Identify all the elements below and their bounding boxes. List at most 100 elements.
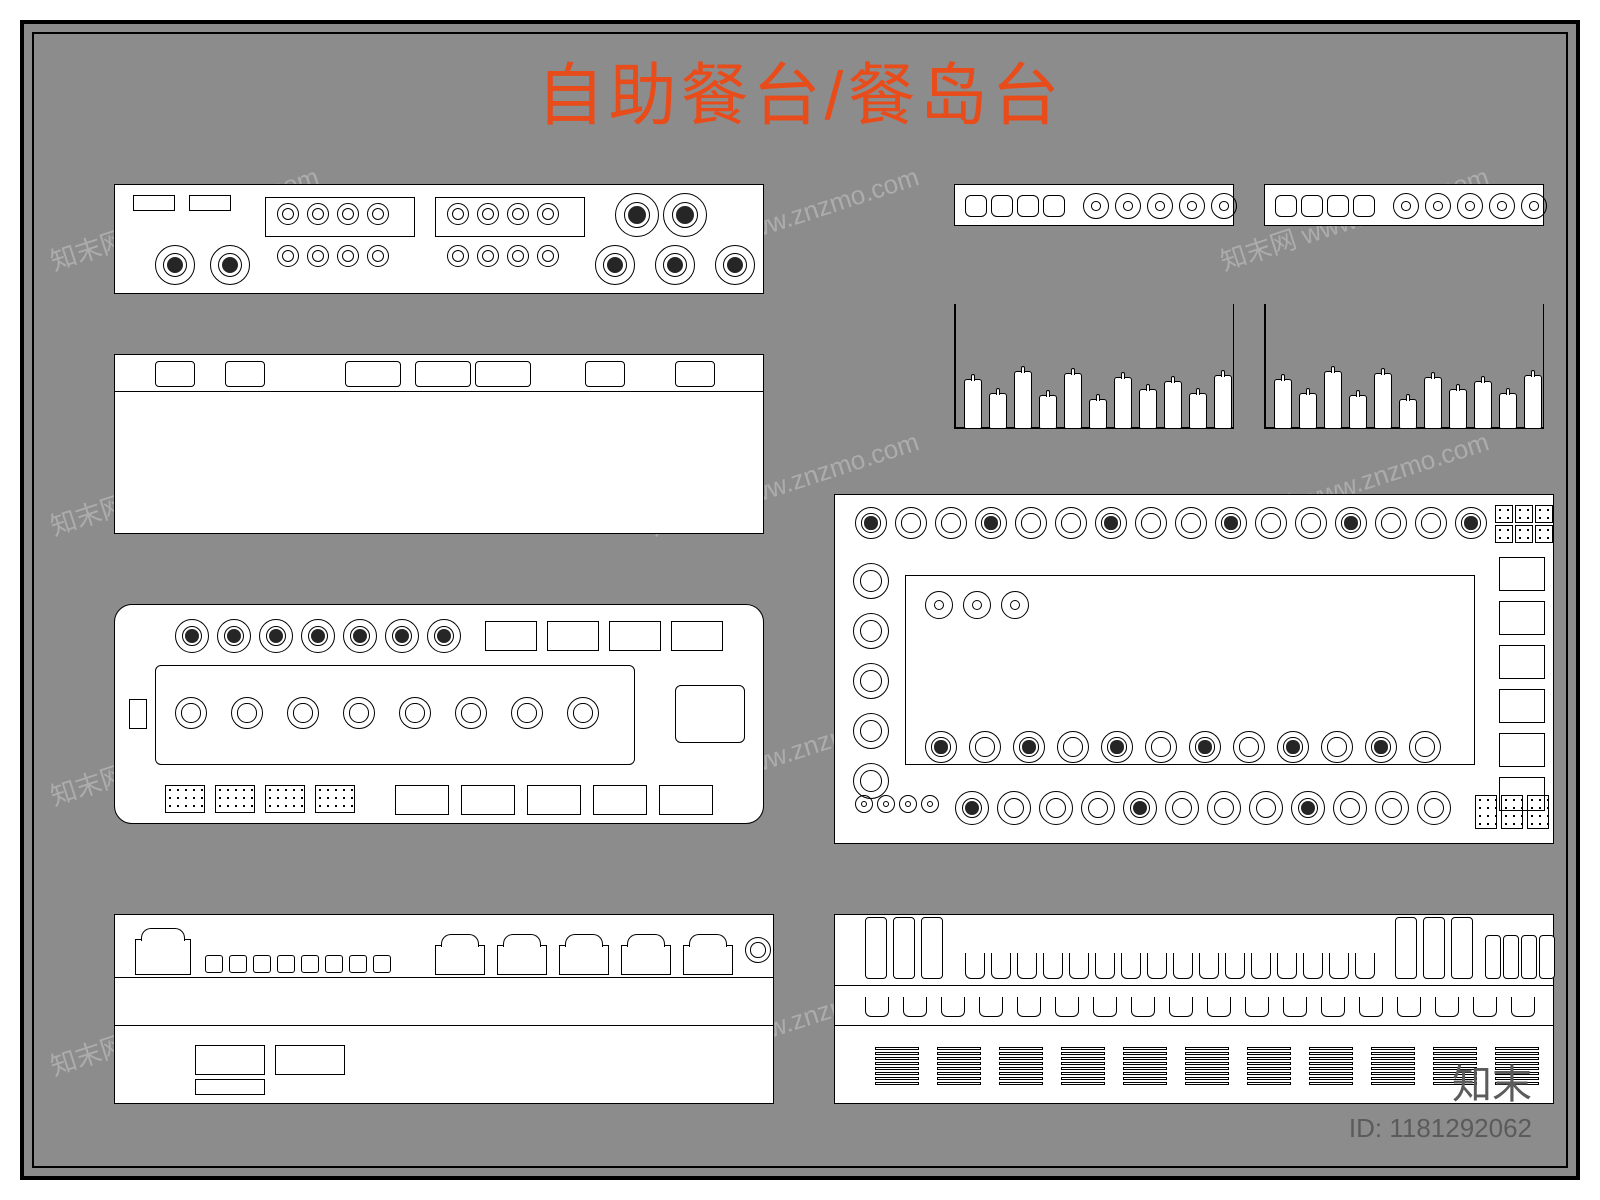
plate	[935, 507, 967, 539]
mini	[229, 955, 247, 973]
cup	[1359, 997, 1383, 1017]
plate	[447, 245, 469, 267]
panel-h-right-buffet	[834, 914, 1554, 1104]
cup	[1283, 997, 1307, 1017]
burner	[1393, 193, 1419, 219]
dispenser	[865, 917, 887, 979]
tray	[1499, 645, 1545, 679]
plate	[511, 697, 543, 729]
dotgrid	[1501, 795, 1523, 829]
dotgrid	[315, 785, 355, 813]
mini	[1485, 935, 1501, 979]
panel-d-shelf-2	[1264, 334, 1544, 429]
bottle	[1299, 393, 1317, 429]
cup	[1055, 997, 1079, 1017]
cup	[1355, 953, 1375, 979]
bottle	[1189, 393, 1207, 429]
tray	[1499, 557, 1545, 591]
bottle	[1064, 373, 1082, 429]
bottle	[1039, 395, 1057, 429]
dotgrid	[1527, 795, 1549, 829]
tray	[527, 785, 581, 815]
bottle	[1274, 379, 1292, 429]
plate	[975, 507, 1007, 539]
cup	[1043, 953, 1063, 979]
mini	[325, 955, 343, 973]
outer-frame: 自助餐台/餐岛台 知末网 www.znzmo.com知末网 www.znzmo.…	[20, 20, 1580, 1180]
mini	[1521, 935, 1537, 979]
bottle	[989, 393, 1007, 429]
chafing	[559, 945, 609, 975]
stack	[875, 1047, 919, 1091]
mini	[349, 955, 367, 973]
cup	[1169, 997, 1193, 1017]
plate	[427, 619, 461, 653]
tray	[659, 785, 713, 815]
bottle	[1399, 399, 1417, 429]
plate	[855, 507, 887, 539]
plate	[447, 203, 469, 225]
mini	[373, 955, 391, 973]
burner	[1457, 193, 1483, 219]
rect-item	[129, 699, 147, 729]
dotgrid	[1495, 505, 1513, 523]
tray	[1499, 689, 1545, 723]
plate	[1055, 507, 1087, 539]
cup	[1435, 997, 1459, 1017]
plate	[895, 507, 927, 539]
burner	[1147, 193, 1173, 219]
plate	[1207, 791, 1241, 825]
tray	[671, 621, 723, 651]
burner	[1001, 591, 1029, 619]
mini	[155, 361, 195, 387]
burner	[877, 795, 895, 813]
plate	[337, 245, 359, 267]
plate	[997, 791, 1031, 825]
plate	[175, 619, 209, 653]
plate	[1415, 507, 1447, 539]
bottle	[1114, 377, 1132, 429]
plate	[277, 203, 299, 225]
burner	[1211, 193, 1237, 219]
stack	[1309, 1047, 1353, 1091]
mini	[675, 361, 715, 387]
dotgrid	[1515, 505, 1533, 523]
bottle	[1524, 375, 1542, 429]
plate	[745, 937, 771, 963]
chafing	[435, 945, 485, 975]
bottle	[1474, 381, 1492, 429]
plate	[1015, 507, 1047, 539]
mini	[1275, 195, 1297, 217]
tray	[593, 785, 647, 815]
panel-d-shelf-1	[954, 334, 1234, 429]
plate	[853, 613, 889, 649]
plate	[1249, 791, 1283, 825]
mini	[965, 195, 987, 217]
mini	[205, 955, 223, 973]
mini	[345, 361, 401, 387]
plate	[231, 697, 263, 729]
plate	[301, 619, 335, 653]
bottle	[1324, 371, 1342, 429]
plate	[1013, 731, 1045, 763]
plate	[1335, 507, 1367, 539]
plate	[853, 763, 889, 799]
mini	[475, 361, 531, 387]
cup	[1121, 953, 1141, 979]
chafing	[621, 945, 671, 975]
stack	[1185, 1047, 1229, 1091]
plate	[955, 791, 989, 825]
burner	[1083, 193, 1109, 219]
dotgrid	[1535, 505, 1553, 523]
plate	[1277, 731, 1309, 763]
dotgrid	[215, 785, 255, 813]
plate	[1215, 507, 1247, 539]
plate	[455, 697, 487, 729]
cup	[1321, 997, 1345, 1017]
plate	[1255, 507, 1287, 539]
plate	[343, 619, 377, 653]
stack	[1061, 1047, 1105, 1091]
bottle	[964, 379, 982, 429]
plate	[1165, 791, 1199, 825]
plate	[1417, 791, 1451, 825]
